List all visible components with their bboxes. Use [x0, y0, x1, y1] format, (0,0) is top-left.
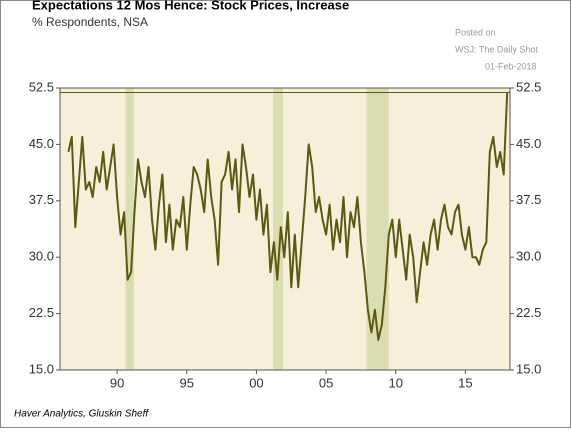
y-tick-label: 22.5 — [29, 305, 54, 320]
y2-tick-label: 37.5 — [516, 192, 541, 207]
y2-tick-label: 45.0 — [516, 136, 541, 151]
y2-tick-label: 30.0 — [516, 249, 541, 264]
series-line — [67, 92, 509, 341]
y2-tick-label: 52.5 — [516, 79, 541, 94]
y-tick-label: 30.0 — [29, 249, 54, 264]
annotation: 01-Feb-2018 — [485, 61, 537, 71]
y-tick-label: 15.0 — [29, 361, 54, 376]
y-tick-label: 37.5 — [29, 192, 54, 207]
plot-border — [59, 87, 511, 371]
x-tick-label: 10 — [389, 375, 403, 390]
x-tick-label: 00 — [249, 375, 263, 390]
x-tick-label: 95 — [180, 375, 194, 390]
source: Haver Analytics, Gluskin Sheff — [14, 409, 149, 420]
recession-band — [125, 88, 134, 370]
y2-tick-label: 15.0 — [516, 361, 541, 376]
x-tick-label: 05 — [319, 375, 333, 390]
x-tick-label: 90 — [110, 375, 124, 390]
chart-title: Expectations 12 Mos Hence: Stock Prices,… — [32, 0, 349, 12]
y2-tick-label: 22.5 — [516, 305, 541, 320]
y-tick-label: 52.5 — [29, 79, 54, 94]
annotation: Posted on — [455, 27, 496, 37]
y-tick-label: 45.0 — [29, 136, 54, 151]
annotation: WSJ: The Daily Shot — [455, 44, 538, 54]
x-tick-label: 15 — [458, 375, 472, 390]
chart-subtitle: % Respondents, NSA — [32, 15, 148, 29]
recession-band — [273, 88, 283, 370]
